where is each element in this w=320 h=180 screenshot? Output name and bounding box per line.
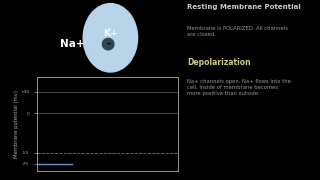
Text: +: + xyxy=(86,49,96,59)
Text: Resting Membrane Potential: Resting Membrane Potential xyxy=(187,4,301,10)
Text: Na+: Na+ xyxy=(60,39,84,49)
Y-axis label: Membrane potential (mv): Membrane potential (mv) xyxy=(14,90,19,158)
Text: Na+ channels open. Na+ flows into the
cell. Inside of membrane becomes
more posi: Na+ channels open. Na+ flows into the ce… xyxy=(187,79,291,96)
Text: Depolarization: Depolarization xyxy=(187,58,251,67)
Text: -: - xyxy=(106,39,110,49)
Text: Membrane is POLARIZED. All channels
are closed.: Membrane is POLARIZED. All channels are … xyxy=(187,26,288,37)
Text: K+: K+ xyxy=(103,29,118,38)
